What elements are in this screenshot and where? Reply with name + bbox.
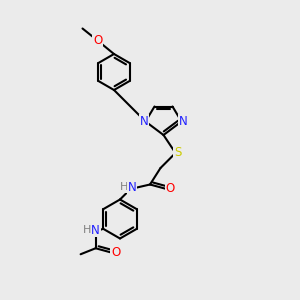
Text: N: N bbox=[178, 115, 188, 128]
Text: N: N bbox=[128, 181, 136, 194]
Text: O: O bbox=[93, 34, 102, 47]
Text: O: O bbox=[166, 182, 175, 196]
Text: H: H bbox=[83, 225, 92, 235]
Text: N: N bbox=[91, 224, 100, 237]
Text: O: O bbox=[111, 246, 120, 259]
Text: S: S bbox=[174, 146, 181, 160]
Text: N: N bbox=[140, 115, 148, 128]
Text: H: H bbox=[120, 182, 128, 193]
